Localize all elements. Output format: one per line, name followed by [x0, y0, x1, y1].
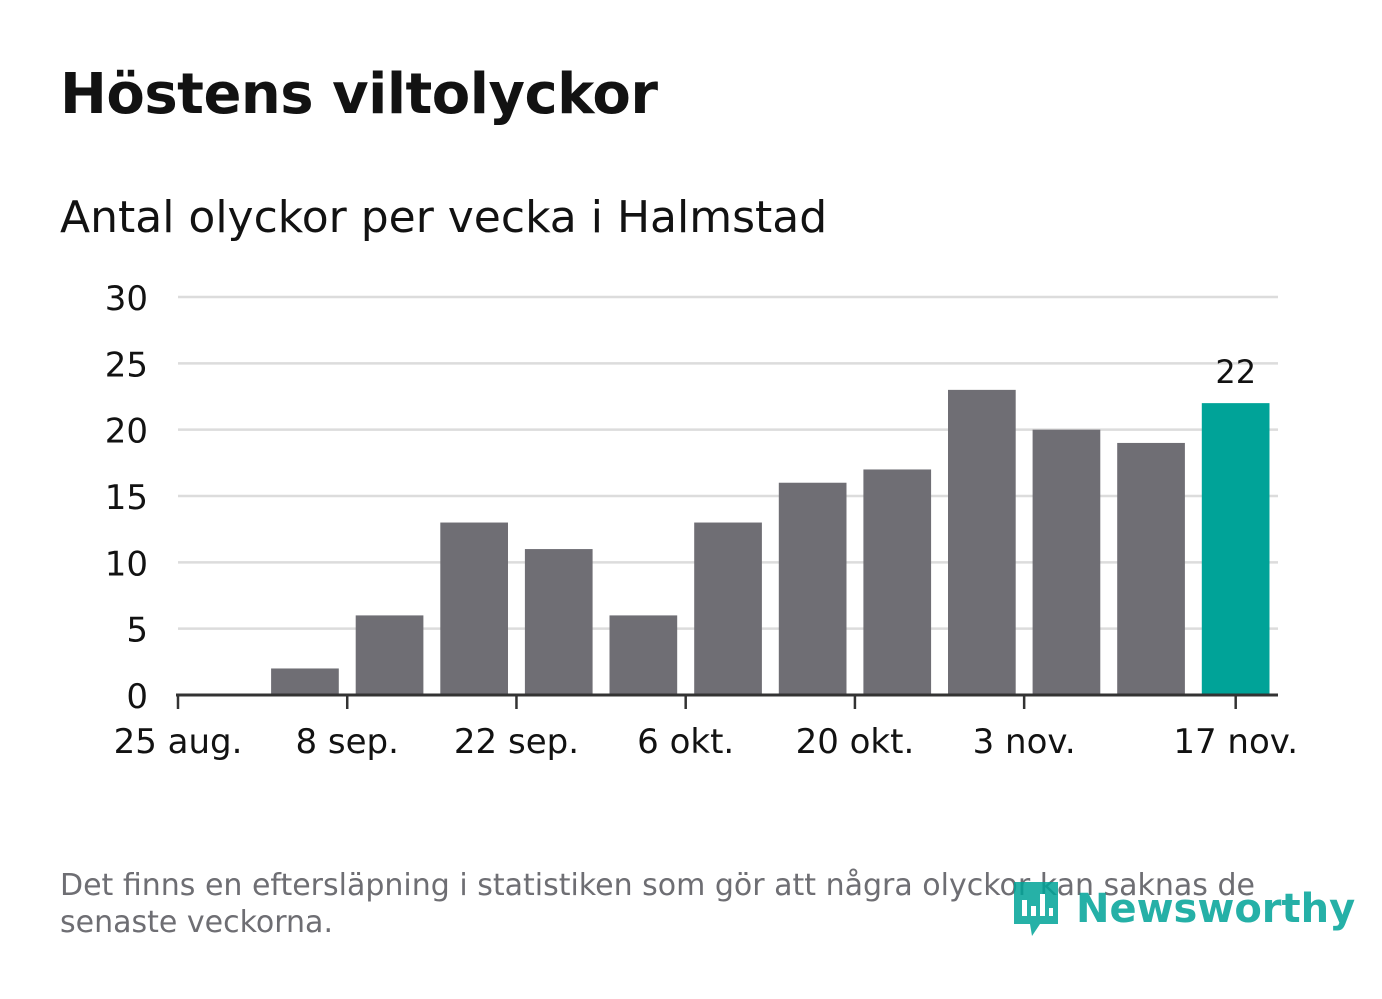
y-tick-label: 0 — [126, 677, 148, 717]
x-tick-label: 6 okt. — [637, 722, 734, 762]
logo-text: Newsworthy — [1076, 886, 1356, 932]
y-tick-label: 10 — [105, 544, 148, 584]
bar — [1117, 442, 1185, 695]
bar — [524, 549, 593, 695]
x-tick-label: 25 aug. — [114, 722, 243, 762]
bar — [948, 389, 1016, 695]
x-axis: 25 aug. 8 sep. 22 sep. 6 okt. 20 okt. 3 nov. 1… — [114, 693, 1298, 762]
bar — [1201, 403, 1270, 695]
x-tick-label: 3 nov. — [973, 722, 1076, 762]
y-tick-label: 20 — [105, 412, 148, 452]
y-tick-label: 25 — [105, 345, 148, 385]
bar — [863, 469, 932, 695]
newsworthy-logo: Newsworthy — [1010, 878, 1355, 940]
data-label: 22 — [1215, 353, 1256, 391]
bar — [271, 668, 339, 695]
y-tick-label: 15 — [105, 478, 148, 518]
bar — [1032, 429, 1101, 695]
bar — [355, 615, 424, 695]
x-tick-label: 22 sep. — [454, 722, 579, 762]
bar — [609, 615, 678, 695]
y-axis-ticks: 0 5 10 15 20 25 30 — [105, 279, 148, 717]
x-tick-label: 20 okt. — [796, 722, 915, 762]
x-tick-label: 17 nov. — [1173, 722, 1298, 762]
bar-chart-speech-bubble-icon — [1014, 882, 1058, 936]
y-tick-label: 30 — [105, 279, 148, 319]
bar — [694, 522, 762, 695]
bar — [440, 522, 508, 695]
bars — [271, 389, 1270, 695]
data-labels: 22 — [1215, 353, 1256, 391]
x-tick-label: 8 sep. — [295, 722, 398, 762]
chart-title: Höstens viltolyckor — [60, 62, 658, 127]
bar — [778, 482, 847, 695]
y-tick-label: 5 — [126, 611, 148, 651]
chart-subtitle: Antal olyckor per vecka i Halmstad — [60, 192, 828, 243]
